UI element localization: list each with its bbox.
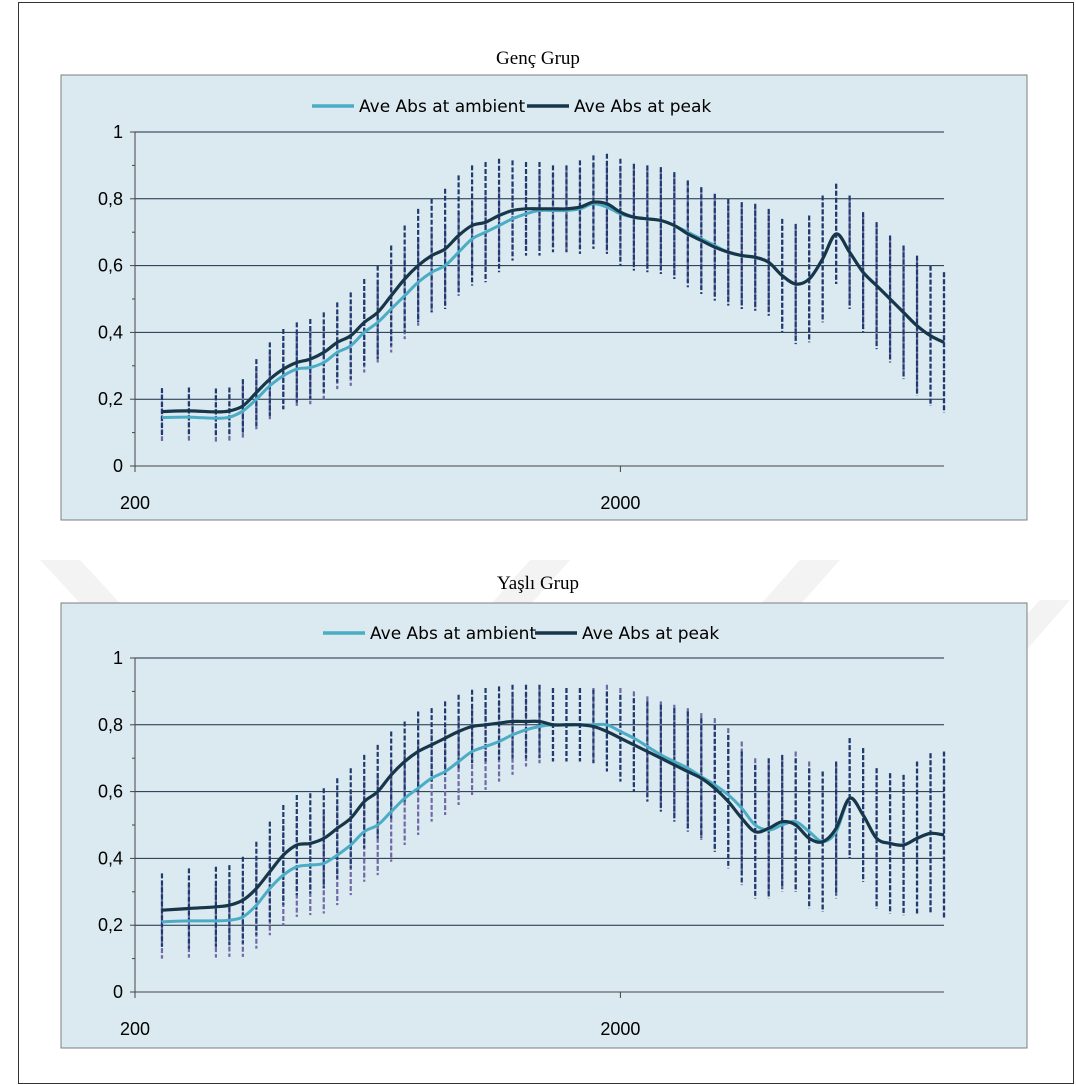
y-tick-label: 0,4 xyxy=(98,322,123,342)
y-tick-label: 0,6 xyxy=(98,782,123,802)
y-tick-label: 0,6 xyxy=(98,256,123,276)
x-tick-label: 2000 xyxy=(600,493,640,513)
chart-panel xyxy=(60,74,1028,521)
chart-title-1: Genç Grup xyxy=(496,48,580,69)
y-tick-label: 0,8 xyxy=(98,189,123,209)
y-tick-label: 1 xyxy=(113,648,123,668)
legend: Ave Abs at ambient Ave Abs at peak xyxy=(323,624,719,644)
y-tick-label: 0 xyxy=(113,982,123,1002)
legend-label: Ave Abs at peak xyxy=(582,624,719,644)
legend-label: Ave Abs at ambient xyxy=(359,97,525,117)
x-tick-label: 200 xyxy=(120,1019,150,1039)
y-tick-label: 0,2 xyxy=(98,915,123,935)
y-tick-label: 0,4 xyxy=(98,848,123,868)
y-tick-label: 0 xyxy=(113,456,123,476)
y-tick-label: 0,2 xyxy=(98,389,123,409)
x-tick-label: 2000 xyxy=(600,1019,640,1039)
y-tick-label: 1 xyxy=(113,122,123,142)
chart-panel xyxy=(60,602,1028,1049)
legend: Ave Abs at ambient Ave Abs at peak xyxy=(312,97,711,117)
series-line-peak xyxy=(161,719,945,912)
legend-label: Ave Abs at ambient xyxy=(370,624,536,644)
x-tick-label: 200 xyxy=(120,493,150,513)
series-line-peak xyxy=(161,200,945,414)
chart-title-2: Yaşlı Grup xyxy=(496,573,579,594)
legend-label: Ave Abs at peak xyxy=(574,97,711,117)
y-tick-label: 0,8 xyxy=(98,715,123,735)
